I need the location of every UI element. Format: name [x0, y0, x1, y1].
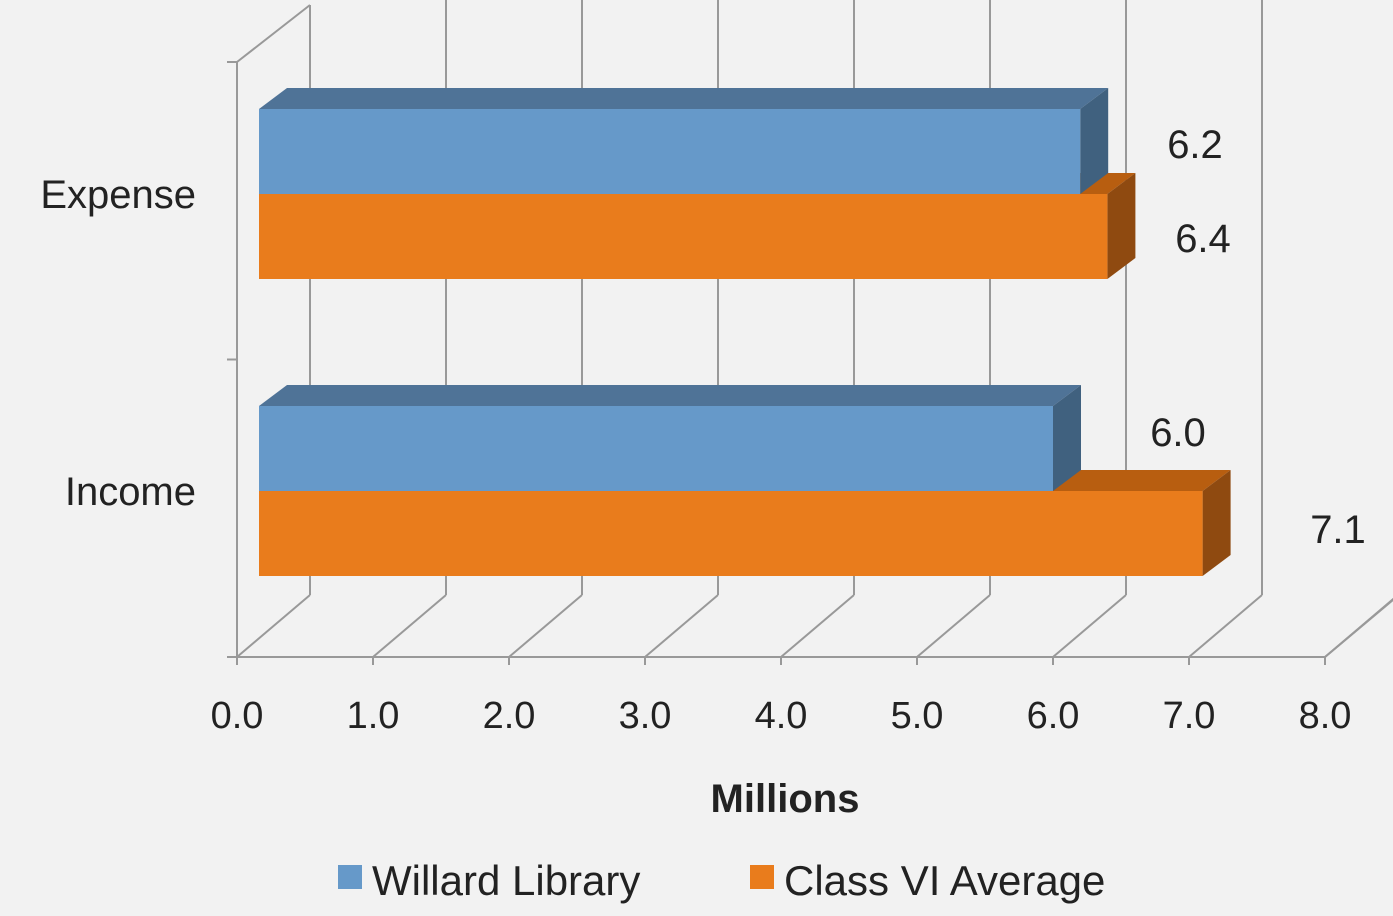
- bar-side-face: [1202, 470, 1231, 576]
- floor-line: [916, 594, 991, 658]
- bar-front-face: [259, 194, 1108, 279]
- floor-line: [1052, 594, 1127, 658]
- axes: [227, 61, 1326, 665]
- x-tick-label: 7.0: [1163, 695, 1216, 737]
- bar-front-face: [259, 406, 1053, 491]
- x-axis-title: Millions: [711, 777, 860, 821]
- legend-swatch: [750, 865, 774, 889]
- bar-side-face: [1107, 173, 1136, 279]
- floor-line: [1188, 594, 1263, 658]
- legend-swatch: [338, 865, 362, 889]
- x-tick-label: 2.0: [483, 695, 536, 737]
- legend: Willard Library Class VI Average: [338, 857, 1105, 904]
- x-tick-label: 8.0: [1299, 695, 1352, 737]
- data-label: 7.1: [1310, 508, 1366, 552]
- legend-label: Willard Library: [372, 857, 640, 904]
- x-tick-label: 5.0: [891, 695, 944, 737]
- x-tick-label: 3.0: [619, 695, 672, 737]
- bar-side-face: [1053, 385, 1081, 491]
- wall-line: [236, 4, 311, 63]
- bars: [259, 88, 1231, 576]
- gridlines: [236, 0, 1393, 658]
- bar-side-face: [1080, 88, 1109, 194]
- x-tick-label: 0.0: [211, 695, 264, 737]
- labels: 0.0 1.0 2.0 3.0 4.0 5.0 6.0 7.0 8.0 Expense Income…: [40, 123, 1365, 737]
- data-label: 6.0: [1150, 411, 1206, 455]
- wall-line: [236, 594, 311, 658]
- floor-line: [780, 594, 855, 658]
- bar: [259, 470, 1231, 576]
- bar-top-face: [259, 88, 1109, 109]
- bar: [259, 88, 1109, 194]
- data-label: 6.2: [1167, 123, 1223, 167]
- floor-line: [644, 594, 719, 658]
- x-tick-label: 6.0: [1027, 695, 1080, 737]
- x-tick-label: 4.0: [755, 695, 808, 737]
- category-label: Expense: [40, 173, 196, 217]
- bar-front-face: [259, 491, 1203, 576]
- bar-top-face: [259, 385, 1081, 406]
- floor-line: [1324, 599, 1393, 658]
- data-label: 6.4: [1175, 217, 1231, 261]
- category-label: Income: [65, 470, 196, 514]
- x-tick-label: 1.0: [347, 695, 400, 737]
- legend-label: Class VI Average: [784, 857, 1105, 904]
- floor-line: [508, 594, 583, 658]
- floor-line: [372, 594, 447, 658]
- bar-front-face: [259, 109, 1081, 194]
- bar: [259, 385, 1081, 491]
